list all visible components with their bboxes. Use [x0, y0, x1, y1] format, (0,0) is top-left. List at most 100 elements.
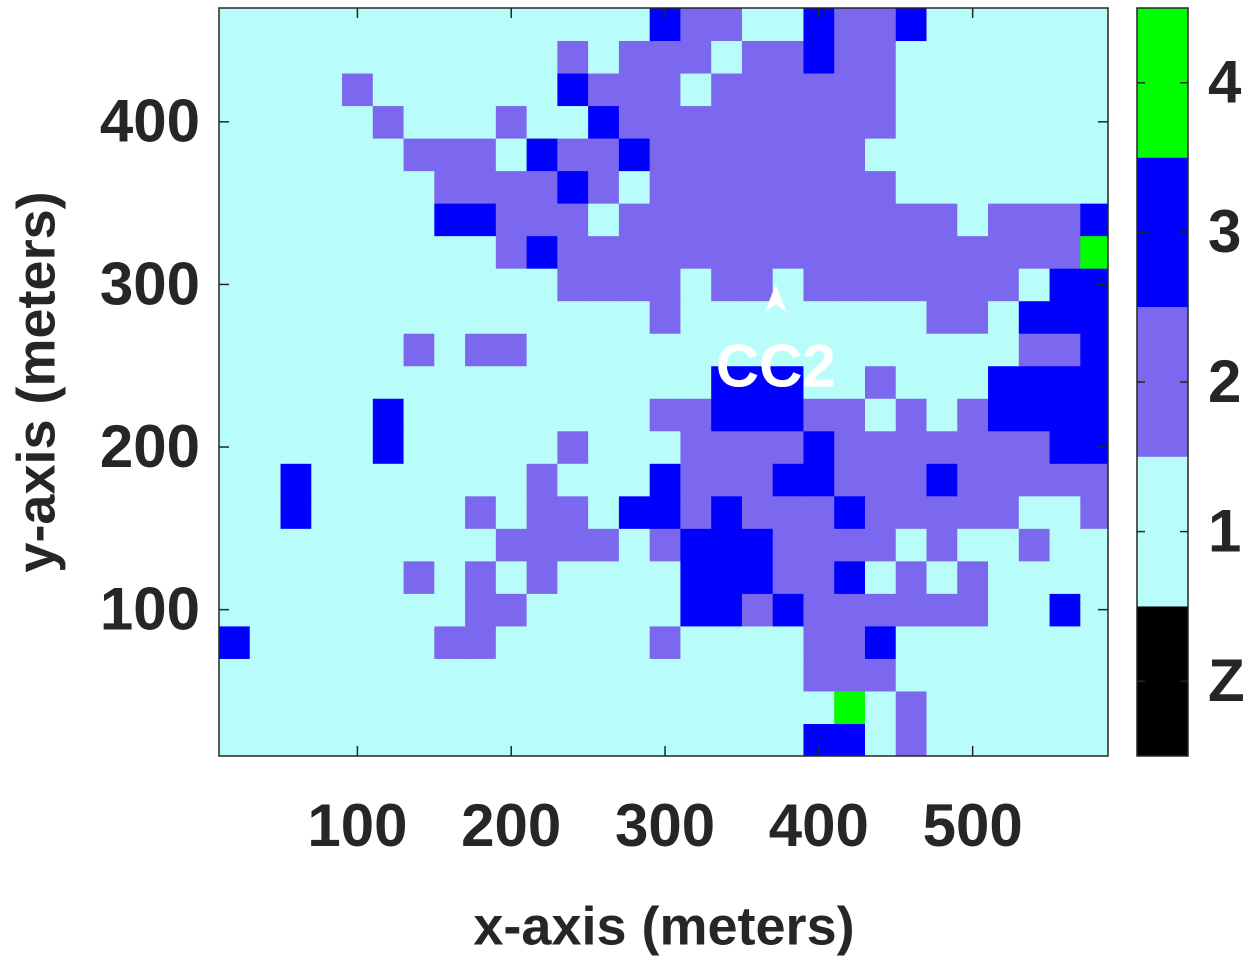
heatmap-cell — [741, 40, 774, 74]
heatmap-cell — [1049, 625, 1081, 659]
heatmap-cell — [864, 398, 897, 432]
heatmap-cell — [434, 138, 466, 172]
heatmap-cell — [618, 170, 651, 204]
heatmap-cell — [495, 203, 528, 237]
heatmap-cell — [1080, 398, 1108, 432]
heatmap-cell — [957, 690, 989, 724]
heatmap-cell — [588, 203, 620, 237]
heatmap-cell — [711, 235, 743, 269]
heatmap-cell — [772, 73, 804, 107]
heatmap-cell — [834, 138, 866, 172]
heatmap-cell — [803, 235, 835, 269]
heatmap-cell — [926, 463, 958, 497]
heatmap-cell — [926, 300, 958, 334]
heatmap-cell — [864, 235, 897, 269]
annotation-arrow — [764, 284, 787, 313]
heatmap-cell — [1049, 398, 1081, 432]
heatmap-cell — [711, 723, 743, 756]
heatmap-cell — [249, 463, 282, 497]
heatmap-cell — [680, 430, 712, 464]
heatmap-cell — [741, 235, 774, 269]
heatmap-cell — [526, 398, 558, 432]
heatmap-cell — [926, 170, 958, 204]
heatmap-cell — [557, 625, 589, 659]
heatmap-cell — [311, 235, 343, 269]
heatmap-cell — [1049, 495, 1081, 529]
heatmap-cell — [434, 593, 466, 627]
colorbar-tick-label: Z — [1208, 647, 1245, 714]
heatmap-cell — [311, 40, 343, 74]
heatmap-cell — [280, 203, 312, 237]
heatmap-cell — [926, 235, 958, 269]
heatmap-cell — [926, 690, 958, 724]
heatmap-cell — [618, 560, 651, 594]
heatmap-cell — [372, 138, 405, 172]
heatmap-cell — [434, 430, 466, 464]
heatmap-cell — [1018, 170, 1051, 204]
heatmap-cell — [772, 625, 804, 659]
heatmap-cell — [803, 398, 835, 432]
heatmap-cell — [834, 398, 866, 432]
heatmap-cell — [403, 8, 435, 42]
heatmap-cell — [526, 333, 558, 367]
annotation-text: CC2 — [716, 332, 836, 399]
heatmap-cell — [895, 73, 928, 107]
heatmap-cell — [280, 73, 312, 107]
heatmap-cell — [1018, 723, 1051, 756]
heatmap-cell — [434, 625, 466, 659]
heatmap-cell — [1049, 560, 1081, 594]
heatmap-cell — [957, 658, 989, 692]
heatmap-cell — [1080, 560, 1108, 594]
heatmap-cell — [834, 430, 866, 464]
heatmap-cell — [557, 333, 589, 367]
heatmap-cell — [803, 365, 835, 399]
heatmap-cell — [1018, 658, 1051, 692]
heatmap-cell — [988, 723, 1020, 756]
heatmap-cell — [588, 625, 620, 659]
heatmap-cell — [588, 268, 620, 302]
heatmap-cell — [926, 40, 958, 74]
heatmap-cell — [926, 203, 958, 237]
y-tick-label: 100 — [100, 575, 200, 642]
heatmap-cell — [280, 170, 312, 204]
heatmap-cell — [711, 138, 743, 172]
heatmap-cell — [342, 170, 374, 204]
heatmap-cell — [588, 138, 620, 172]
heatmap-cell — [618, 430, 651, 464]
heatmap-cell — [988, 625, 1020, 659]
heatmap-cell — [680, 398, 712, 432]
x-tick-label: 300 — [615, 792, 715, 859]
heatmap-cell — [926, 723, 958, 756]
heatmap-cell — [311, 430, 343, 464]
heatmap-cell — [618, 333, 651, 367]
heatmap-cell — [342, 528, 374, 562]
heatmap-cell — [680, 8, 712, 42]
heatmap-cell — [403, 300, 435, 334]
heatmap-cell — [465, 268, 497, 302]
heatmap-cell — [311, 593, 343, 627]
heatmap-cell — [465, 398, 497, 432]
heatmap-cell — [1018, 365, 1051, 399]
heatmap-cell — [864, 300, 897, 334]
heatmap-cell — [465, 138, 497, 172]
heatmap-cell — [495, 398, 528, 432]
heatmap-cell — [741, 690, 774, 724]
heatmap-cell — [526, 528, 558, 562]
heatmap-cell — [649, 593, 681, 627]
heatmap-cell — [249, 333, 282, 367]
heatmap-cell — [588, 73, 620, 107]
heatmap-cell — [372, 235, 405, 269]
heatmap-cell — [988, 658, 1020, 692]
heatmap-cell — [772, 398, 804, 432]
heatmap-cell — [280, 625, 312, 659]
heatmap-cell — [895, 463, 928, 497]
heatmap-cell — [372, 690, 405, 724]
heatmap-cell — [311, 560, 343, 594]
heatmap-cell — [311, 138, 343, 172]
heatmap-cell — [280, 333, 312, 367]
heatmap-cell — [895, 528, 928, 562]
heatmap-cell — [772, 430, 804, 464]
heatmap-cell — [434, 105, 466, 139]
heatmap-cell — [618, 105, 651, 139]
heatmap-cell — [588, 690, 620, 724]
